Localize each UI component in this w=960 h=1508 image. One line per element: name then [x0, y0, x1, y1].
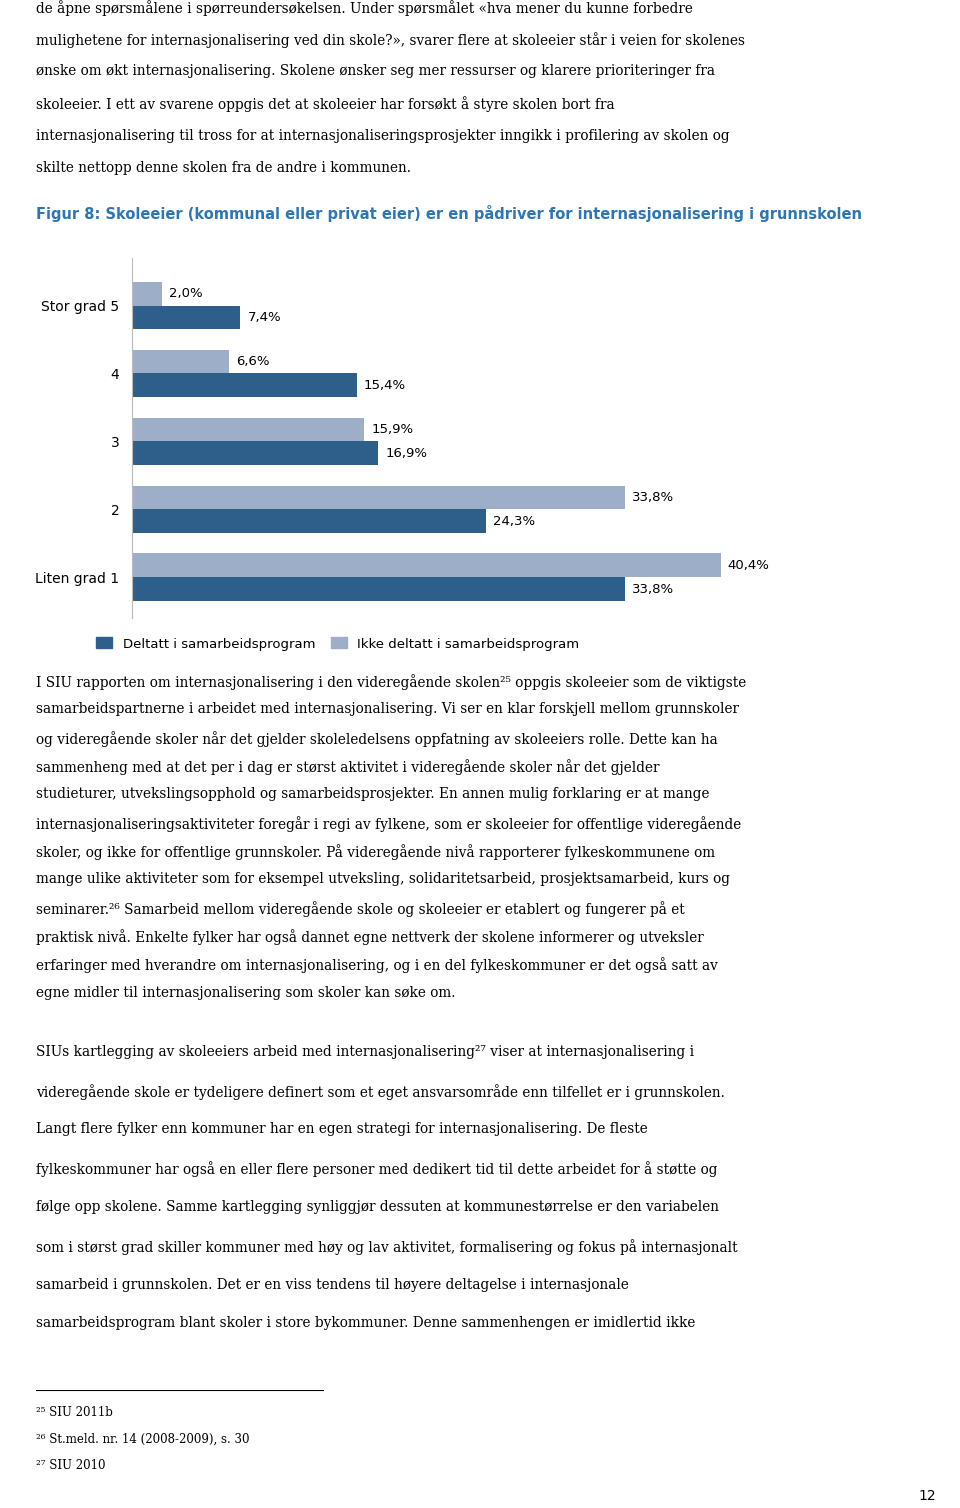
Text: skoler, og ikke for offentlige grunnskoler. På videregående nivå rapporterer fyl: skoler, og ikke for offentlige grunnskol… — [36, 844, 715, 860]
Text: 15,4%: 15,4% — [364, 379, 406, 392]
Text: 24,3%: 24,3% — [493, 514, 536, 528]
Text: samarbeidspartnerne i arbeidet med internasjonalisering. Vi ser en klar forskjel: samarbeidspartnerne i arbeidet med inter… — [36, 703, 739, 716]
Text: som i størst grad skiller kommuner med høy og lav aktivitet, formalisering og fo: som i størst grad skiller kommuner med h… — [36, 1238, 738, 1255]
Text: 16,9%: 16,9% — [386, 446, 428, 460]
Text: 2,0%: 2,0% — [169, 287, 203, 300]
Text: Langt flere fylker enn kommuner har en egen strategi for internasjonalisering. D: Langt flere fylker enn kommuner har en e… — [36, 1122, 648, 1137]
Text: og videregående skoler når det gjelder skoleledelsens oppfatning av skoleeiers r: og videregående skoler når det gjelder s… — [36, 731, 718, 746]
Bar — [132, 374, 357, 397]
Bar — [132, 306, 240, 329]
Bar — [132, 510, 486, 534]
Bar — [132, 350, 228, 374]
Bar — [132, 578, 625, 602]
Text: 33,8%: 33,8% — [632, 582, 674, 596]
Text: I SIU rapporten om internasjonalisering i den videregående skolen²⁵ oppgis skole: I SIU rapporten om internasjonalisering … — [36, 674, 747, 689]
Text: 33,8%: 33,8% — [632, 492, 674, 504]
Text: 7,4%: 7,4% — [248, 311, 281, 324]
Text: studieturer, utvekslingsopphold og samarbeidsprosjekter. En annen mulig forklari: studieturer, utvekslingsopphold og samar… — [36, 787, 710, 801]
Bar — [132, 486, 625, 510]
Text: skoleeier. I ett av svarene oppgis det at skoleeier har forsøkt å styre skolen b: skoleeier. I ett av svarene oppgis det a… — [36, 97, 615, 113]
Text: internasjonaliseringsaktiviteter foregår i regi av fylkene, som er skoleeier for: internasjonaliseringsaktiviteter foregår… — [36, 816, 742, 831]
Bar — [132, 418, 364, 442]
Text: Figur 8: Skoleeier (kommunal eller privat eier) er en pådriver for internasjonal: Figur 8: Skoleeier (kommunal eller priva… — [36, 205, 862, 222]
Text: praktisk nivå. Enkelte fylker har også dannet egne nettverk der skolene informer: praktisk nivå. Enkelte fylker har også d… — [36, 929, 705, 946]
Text: sammenheng med at det per i dag er størst aktivitet i videregående skoler når de: sammenheng med at det per i dag er størs… — [36, 759, 660, 775]
Text: seminarer.²⁶ Samarbeid mellom videregående skole og skoleeier er etablert og fun: seminarer.²⁶ Samarbeid mellom videregåen… — [36, 900, 685, 917]
Text: 40,4%: 40,4% — [728, 559, 770, 572]
Text: ønske om økt internasjonalisering. Skolene ønsker seg mer ressurser og klarere p: ønske om økt internasjonalisering. Skole… — [36, 65, 715, 78]
Text: erfaringer med hverandre om internasjonalisering, og i en del fylkeskommuner er : erfaringer med hverandre om internasjona… — [36, 958, 718, 973]
Legend: Deltatt i samarbeidsprogram, Ikke deltatt i samarbeidsprogram: Deltatt i samarbeidsprogram, Ikke deltat… — [91, 632, 585, 656]
Text: 12: 12 — [919, 1488, 936, 1503]
Text: samarbeidsprogram blant skoler i store bykommuner. Denne sammenhengen er imidler: samarbeidsprogram blant skoler i store b… — [36, 1316, 696, 1330]
Bar — [132, 282, 161, 306]
Text: mulighetene for internasjonalisering ved din skole?», svarer flere at skoleeier : mulighetene for internasjonalisering ved… — [36, 32, 746, 48]
Bar — [132, 442, 378, 464]
Text: samarbeid i grunnskolen. Det er en viss tendens til høyere deltagelse i internas: samarbeid i grunnskolen. Det er en viss … — [36, 1277, 630, 1291]
Text: de åpne spørsmålene i spørreundersøkelsen. Under spørsmålet «hva mener du kunne : de åpne spørsmålene i spørreundersøkelse… — [36, 0, 693, 17]
Text: videregående skole er tydeligere definert som et eget ansvarsområde enn tilfelle: videregående skole er tydeligere definer… — [36, 1084, 726, 1099]
Text: ²⁷ SIU 2010: ²⁷ SIU 2010 — [36, 1458, 106, 1472]
Text: mange ulike aktiviteter som for eksempel utveksling, solidaritetsarbeid, prosjek: mange ulike aktiviteter som for eksempel… — [36, 872, 731, 887]
Text: 15,9%: 15,9% — [372, 424, 414, 436]
Text: skilte nettopp denne skolen fra de andre i kommunen.: skilte nettopp denne skolen fra de andre… — [36, 161, 412, 175]
Text: ²⁶ St.meld. nr. 14 (2008-2009), s. 30: ²⁶ St.meld. nr. 14 (2008-2009), s. 30 — [36, 1433, 250, 1445]
Text: fylkeskommuner har også en eller flere personer med dedikert tid til dette arbei: fylkeskommuner har også en eller flere p… — [36, 1161, 718, 1178]
Text: egne midler til internasjonalisering som skoler kan søke om.: egne midler til internasjonalisering som… — [36, 986, 456, 1000]
Text: internasjonalisering til tross for at internasjonaliseringsprosjekter inngikk i : internasjonalisering til tross for at in… — [36, 128, 731, 143]
Text: SIUs kartlegging av skoleeiers arbeid med internasjonalisering²⁷ viser at intern: SIUs kartlegging av skoleeiers arbeid me… — [36, 1045, 695, 1059]
Text: 6,6%: 6,6% — [236, 354, 270, 368]
Text: følge opp skolene. Samme kartlegging synliggjør dessuten at kommunestørrelse er : følge opp skolene. Samme kartlegging syn… — [36, 1200, 719, 1214]
Text: ²⁵ SIU 2011b: ²⁵ SIU 2011b — [36, 1405, 113, 1419]
Bar — [132, 553, 721, 578]
